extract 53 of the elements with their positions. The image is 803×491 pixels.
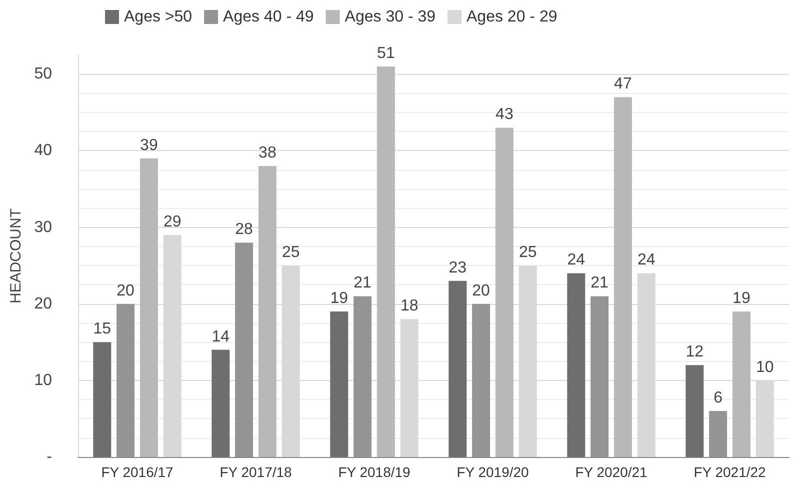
data-label: 39 (140, 136, 158, 154)
bar (258, 166, 276, 457)
x-tick-label: FY 2016/17 (101, 464, 174, 480)
data-label: 38 (258, 144, 276, 162)
y-tick-label: 50 (34, 66, 52, 83)
y-tick-label: 40 (34, 142, 52, 160)
data-label: 15 (93, 320, 112, 338)
data-label: 19 (732, 290, 750, 308)
data-label: 18 (400, 298, 418, 315)
data-label: 12 (686, 344, 704, 361)
data-label: 23 (448, 259, 467, 276)
bar (732, 312, 750, 457)
x-tick-label: FY 2019/20 (456, 464, 530, 480)
data-label: 51 (377, 44, 395, 62)
data-label: 29 (163, 213, 182, 230)
data-label: 28 (235, 221, 254, 238)
data-label: 47 (614, 76, 632, 93)
data-label: 6 (714, 390, 723, 407)
y-tick-label: - (46, 448, 52, 466)
bar (330, 312, 348, 457)
bar (686, 365, 704, 457)
x-tick-label: FY 2018/19 (338, 464, 411, 480)
x-tick-label: FY 2021/22 (694, 464, 766, 480)
data-label: 24 (637, 252, 656, 269)
bar (376, 66, 395, 457)
data-label: 25 (518, 244, 537, 262)
bar (448, 280, 467, 457)
data-label: 20 (116, 282, 135, 300)
legend-label: Ages 30 - 39 (344, 8, 436, 26)
x-tick-label: FY 2020/21 (575, 464, 648, 480)
bar (495, 128, 514, 457)
data-label: 43 (496, 106, 514, 124)
data-label: 24 (567, 252, 586, 269)
bar (614, 97, 632, 457)
legend-label: Ages >50 (124, 8, 192, 26)
legend-label: Ages 40 - 49 (223, 8, 314, 26)
bar (212, 350, 230, 457)
x-tick-label: FY 2017/18 (220, 464, 292, 480)
data-label: 19 (330, 290, 348, 308)
legend-label: Ages 20 - 29 (466, 8, 558, 26)
y-tick-label: 10 (34, 372, 52, 389)
data-label: 21 (590, 274, 609, 292)
data-label: 21 (354, 274, 372, 292)
data-label: 25 (282, 244, 300, 262)
y-tick-label: 30 (34, 218, 52, 236)
y-axis-title: HEADCOUNT (7, 208, 24, 304)
bar (140, 158, 158, 457)
data-label: 14 (212, 328, 230, 346)
bar (93, 342, 112, 457)
bar (567, 273, 586, 457)
data-label: 10 (756, 358, 774, 376)
y-tick-label: 20 (34, 295, 52, 312)
data-label: 20 (472, 282, 490, 300)
